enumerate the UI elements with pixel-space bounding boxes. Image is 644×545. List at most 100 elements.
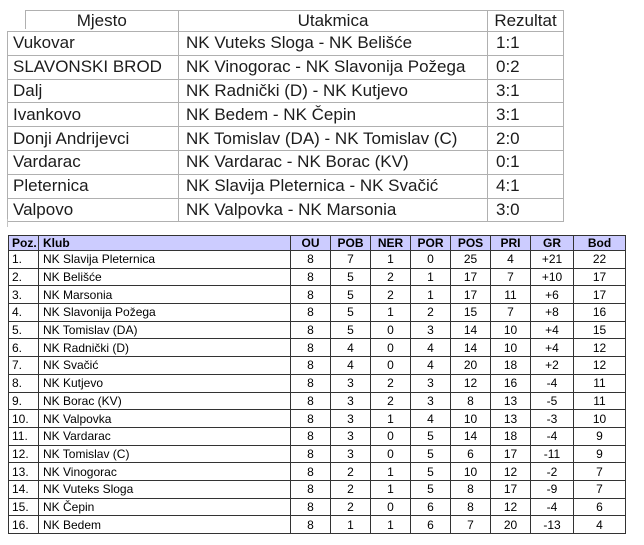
standings-cell-ou: 8 — [290, 497, 331, 517]
standings-cell-klub: NK Svačić — [38, 356, 291, 375]
results-row: Vardarac NK Vardarac - NK Borac (KV) 0:1 — [7, 149, 564, 175]
standings-cell-pob: 3 — [330, 409, 371, 428]
standings-cell-poz: 12. — [8, 444, 39, 464]
standings-cell-gr: +8 — [530, 303, 574, 322]
standings-row: 13. NK Vinogorac 8 2 1 5 10 12 -2 7 — [8, 462, 626, 481]
standings-cell-por: 4 — [410, 409, 451, 428]
standings-cell-klub: NK Belišće — [38, 267, 291, 287]
standings-cell-pob: 2 — [330, 479, 371, 499]
standings-cell-ner: 1 — [370, 462, 411, 481]
standings-row: 1. NK Slavija Pleternica 8 7 1 0 25 4 +2… — [8, 250, 626, 269]
results-row: SLAVONSKI BROD NK Vinogorac - NK Slavoni… — [7, 54, 564, 80]
standings-cell-ou: 8 — [290, 462, 331, 481]
standings-cell-gr: +10 — [530, 267, 574, 287]
standings-cell-pos: 12 — [450, 373, 491, 393]
standings-row: 5. NK Tomislav (DA) 8 5 0 3 14 10 +4 15 — [8, 320, 626, 340]
standings-cell-ou: 8 — [290, 303, 331, 322]
standings-cell-bod: 7 — [573, 479, 626, 499]
standings-cell-bod: 12 — [573, 338, 626, 358]
standings-cell-gr: -9 — [530, 479, 574, 499]
standings-cell-ner: 1 — [370, 250, 411, 269]
results-header-utakmica: Utakmica — [178, 10, 488, 32]
standings-cell-pri: 20 — [490, 515, 531, 534]
standings-cell-gr: +4 — [530, 338, 574, 358]
standings-cell-ner: 1 — [370, 515, 411, 534]
standings-cell-pri: 4 — [490, 250, 531, 269]
standings-cell-pob: 3 — [330, 391, 371, 411]
standings-row: 16. NK Bedem 8 1 1 6 7 20 -13 4 — [8, 515, 626, 534]
standings-cell-klub: NK Marsonia — [38, 285, 291, 305]
standings-cell-ou: 8 — [290, 391, 331, 411]
standings-cell-por: 6 — [410, 497, 451, 517]
results-header-mjesto: Mjesto — [7, 10, 179, 32]
results-cell-mjesto: Valpovo — [7, 197, 179, 223]
standings-header-por: POR — [410, 235, 451, 251]
standings-cell-ou: 8 — [290, 338, 331, 358]
standings-cell-ner: 2 — [370, 373, 411, 393]
standings-cell-pos: 14 — [450, 320, 491, 340]
standings-cell-pri: 17 — [490, 479, 531, 499]
standings-cell-pos: 14 — [450, 338, 491, 358]
standings-cell-poz: 13. — [8, 462, 39, 481]
standings-cell-gr: -13 — [530, 515, 574, 534]
standings-cell-pos: 17 — [450, 285, 491, 305]
standings-cell-por: 5 — [410, 444, 451, 464]
standings-cell-ner: 2 — [370, 267, 411, 287]
standings-cell-por: 5 — [410, 462, 451, 481]
results-cell-rezultat: 2:0 — [487, 126, 564, 151]
standings-cell-gr: +2 — [530, 356, 574, 375]
standings-cell-klub: NK Bedem — [38, 515, 291, 534]
standings-row: 7. NK Svačić 8 4 0 4 20 18 +2 12 — [8, 356, 626, 375]
results-cell-rezultat: 0:2 — [487, 54, 564, 80]
results-table-left-edge-stub — [7, 219, 8, 227]
results-cell-utakmica: NK Radnički (D) - NK Kutjevo — [178, 78, 488, 104]
standings-cell-ner: 1 — [370, 479, 411, 499]
standings-cell-por: 6 — [410, 515, 451, 534]
standings-cell-pri: 13 — [490, 391, 531, 411]
standings-row: 4. NK Slavonija Požega 8 5 1 2 15 7 +8 1… — [8, 303, 626, 322]
standings-cell-pos: 8 — [450, 497, 491, 517]
standings-cell-pri: 16 — [490, 373, 531, 393]
standings-row: 9. NK Borac (KV) 8 3 2 3 8 13 -5 11 — [8, 391, 626, 411]
standings-cell-klub: NK Valpovka — [38, 409, 291, 428]
standings-cell-poz: 10. — [8, 409, 39, 428]
results-header-rezultat: Rezultat — [487, 10, 564, 32]
standings-cell-ou: 8 — [290, 444, 331, 464]
standings-cell-gr: +6 — [530, 285, 574, 305]
results-header-top-border-segment — [25, 10, 179, 11]
results-cell-mjesto: Vukovar — [7, 31, 179, 56]
results-cell-rezultat: 3:1 — [487, 78, 564, 104]
standings-row: 11. NK Vardarac 8 3 0 5 14 18 -4 9 — [8, 426, 626, 446]
standings-header-klub: Klub — [38, 235, 291, 251]
standings-cell-gr: -5 — [530, 391, 574, 411]
results-row: Dalj NK Radnički (D) - NK Kutjevo 3:1 — [7, 78, 564, 104]
standings-cell-poz: 8. — [8, 373, 39, 393]
results-row: Valpovo NK Valpovka - NK Marsonia 3:0 — [7, 197, 564, 223]
standings-cell-ou: 8 — [290, 356, 331, 375]
standings-row: 6. NK Radnički (D) 8 4 0 4 14 10 +4 12 — [8, 338, 626, 358]
standings-cell-por: 4 — [410, 338, 451, 358]
standings-cell-ner: 0 — [370, 338, 411, 358]
standings-row: 10. NK Valpovka 8 3 1 4 10 13 -3 10 — [8, 409, 626, 428]
standings-cell-ner: 0 — [370, 320, 411, 340]
standings-cell-poz: 2. — [8, 267, 39, 287]
results-cell-utakmica: NK Vardarac - NK Borac (KV) — [178, 149, 488, 175]
standings-cell-klub: NK Radnički (D) — [38, 338, 291, 358]
standings-cell-por: 0 — [410, 250, 451, 269]
standings-cell-pri: 12 — [490, 462, 531, 481]
standings-cell-klub: NK Čepin — [38, 497, 291, 517]
standings-cell-bod: 15 — [573, 320, 626, 340]
standings-cell-ner: 1 — [370, 409, 411, 428]
standings-cell-klub: NK Tomislav (DA) — [38, 320, 291, 340]
standings-cell-ou: 8 — [290, 426, 331, 446]
standings-row: 12. NK Tomislav (C) 8 3 0 5 6 17 -11 9 — [8, 444, 626, 464]
standings-cell-bod: 6 — [573, 497, 626, 517]
standings-cell-poz: 3. — [8, 285, 39, 305]
standings-row: 14. NK Vuteks Sloga 8 2 1 5 8 17 -9 7 — [8, 479, 626, 499]
standings-header-pob: POB — [330, 235, 371, 251]
standings-cell-ou: 8 — [290, 479, 331, 499]
standings-cell-pos: 10 — [450, 462, 491, 481]
standings-cell-por: 4 — [410, 356, 451, 375]
results-header-row: Mjesto Utakmica Rezultat — [7, 10, 564, 32]
